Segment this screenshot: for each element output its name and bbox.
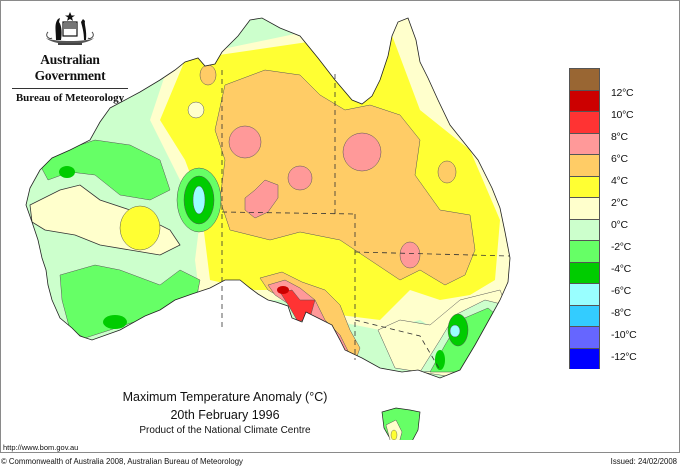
legend-label: 10°C [611,109,634,121]
legend-swatch-m6-m4 [569,261,600,283]
legend-label: -6°C [611,285,631,297]
website-link[interactable]: http://www.bom.gov.au [3,443,79,452]
legend-label: -8°C [611,307,631,319]
coat-of-arms-icon [46,12,94,45]
legend-label: -12°C [611,351,637,363]
legend-label: -10°C [611,329,637,341]
product-credit: Product of the National Climate Centre [139,425,311,436]
legend-swatch-2-4 [569,175,600,197]
legend-swatch-8-10 [569,111,600,133]
legend-swatch-m4-m2 [569,240,600,262]
legend-label: 2°C [611,197,628,209]
map-date: 20th February 1996 [170,408,280,422]
legend-swatch-0-2 [569,197,600,219]
map-caption: Maximum Temperature Anomaly (°C) 20th Fe… [100,388,350,438]
australia-anomaly-map [25,17,511,440]
issued-date: Issued: 24/02/2008 [610,457,677,466]
legend-swatch-m2-0 [569,218,600,240]
legend-swatch-m10-m8 [569,304,600,326]
legend-label: 6°C [611,153,628,165]
copyright-text: © Commonwealth of Australia 2008, Austra… [1,457,243,466]
map-title: Maximum Temperature Anomaly (°C) [122,390,328,404]
legend-label: 0°C [611,219,628,231]
legend-swatch-lt-m12 [569,347,600,369]
logo-divider [12,88,128,89]
agency-name: Bureau of Meteorology [15,92,125,104]
government-logo: Australian Government Bureau of Meteorol… [8,10,132,104]
legend-swatch-m12-m10 [569,326,600,348]
legend-label: -2°C [611,241,631,253]
legend-label: 4°C [611,175,628,187]
legend-label: 8°C [611,131,628,143]
legend-swatch-gt12 [569,68,600,90]
temperature-legend: 12°C 10°C 8°C 6°C 4°C 2°C 0°C -2°C -4°C … [569,68,637,369]
government-name: Australian Government [34,52,106,83]
legend-swatch-4-6 [569,154,600,176]
legend-swatch-6-8 [569,132,600,154]
legend-labels: 12°C 10°C 8°C 6°C 4°C 2°C 0°C -2°C -4°C … [611,82,637,368]
legend-swatch-m8-m6 [569,283,600,305]
legend-label: -4°C [611,263,631,275]
legend-label: 12°C [611,87,634,99]
legend-swatch-10-12 [569,89,600,111]
